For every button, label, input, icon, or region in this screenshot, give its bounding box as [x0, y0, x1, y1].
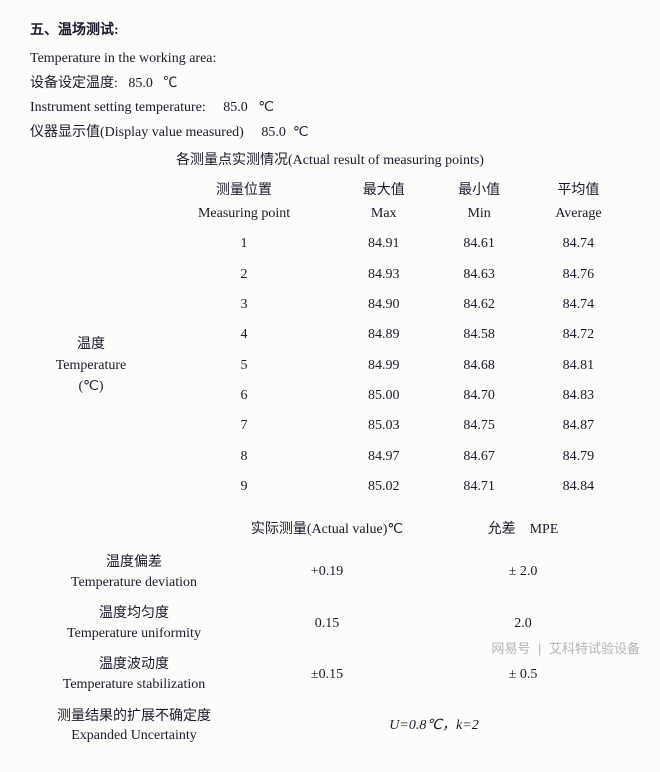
- table-caption: 各测量点实测情况(Actual result of measuring poin…: [30, 150, 630, 172]
- mpe-header: 允差 MPE: [416, 513, 630, 547]
- set-temp-unit: ℃: [163, 76, 177, 91]
- row-group-en: Temperature: [36, 355, 146, 376]
- temp-stabilization-value: ±0.15: [238, 649, 416, 700]
- col-avg-zh: 平均值: [533, 180, 624, 202]
- set-temp-value: 85.0: [128, 76, 153, 91]
- cell-avg: 84.72: [527, 320, 630, 350]
- cell-max: 84.97: [336, 442, 431, 472]
- temp-stabilization-label: 温度波动度 Temperature stabilization: [30, 649, 238, 700]
- expanded-uncertainty-en: Expanded Uncertainty: [34, 726, 234, 746]
- temp-stabilization-en: Temperature stabilization: [34, 675, 234, 695]
- cell-pt: 5: [152, 351, 336, 381]
- cell-min: 84.61: [431, 229, 526, 259]
- row-group-label: 温度Temperature(℃): [30, 229, 152, 503]
- cell-pt: 4: [152, 320, 336, 350]
- cell-min: 84.63: [431, 260, 526, 290]
- cell-max: 85.02: [336, 472, 431, 502]
- col-point-zh: 测量位置: [158, 180, 330, 202]
- watermark-left: 网易号: [491, 641, 530, 656]
- cell-max: 84.93: [336, 260, 431, 290]
- temp-deviation-mpe: ± 2.0: [416, 547, 630, 598]
- measuring-points-table: 测量位置 Measuring point 最大值 Max 最小值 Min 平均值…: [30, 176, 630, 502]
- temp-uniformity-value: 0.15: [238, 598, 416, 649]
- cell-pt: 1: [152, 229, 336, 259]
- expanded-uncertainty-zh: 测量结果的扩展不确定度: [34, 707, 234, 727]
- col-point-en: Measuring point: [158, 203, 330, 225]
- cell-pt: 8: [152, 442, 336, 472]
- cell-min: 84.71: [431, 472, 526, 502]
- display-value-label: 仪器显示值(Display value measured): [30, 125, 244, 140]
- cell-pt: 9: [152, 472, 336, 502]
- col-min: 最小值 Min: [431, 176, 526, 229]
- display-value-unit: ℃: [293, 125, 309, 140]
- instr-temp-label: Instrument setting temperature:: [30, 100, 206, 115]
- col-min-en: Min: [437, 203, 520, 225]
- cell-min: 84.62: [431, 290, 526, 320]
- temp-deviation-label: 温度偏差 Temperature deviation: [30, 547, 238, 598]
- cell-avg: 84.83: [527, 381, 630, 411]
- cell-pt: 3: [152, 290, 336, 320]
- cell-max: 84.91: [336, 229, 431, 259]
- expanded-uncertainty-value: U=0.8℃，k=2: [238, 701, 630, 752]
- col-max-zh: 最大值: [342, 180, 425, 202]
- temp-stabilization-zh: 温度波动度: [34, 655, 234, 675]
- cell-avg: 84.84: [527, 472, 630, 502]
- temp-deviation-zh: 温度偏差: [34, 553, 234, 573]
- cell-avg: 84.76: [527, 260, 630, 290]
- actual-value-header: 实际测量(Actual value)℃: [238, 513, 416, 547]
- col-avg-en: Average: [533, 203, 624, 225]
- cell-pt: 6: [152, 381, 336, 411]
- temp-uniformity-zh: 温度均匀度: [34, 604, 234, 624]
- expanded-uncertainty-label: 测量结果的扩展不确定度 Expanded Uncertainty: [30, 701, 238, 752]
- cell-max: 84.99: [336, 351, 431, 381]
- cell-avg: 84.81: [527, 351, 630, 381]
- temp-uniformity-label: 温度均匀度 Temperature uniformity: [30, 598, 238, 649]
- header-line-3: Instrument setting temperature: 85.0 ℃: [30, 97, 630, 119]
- cell-avg: 84.79: [527, 442, 630, 472]
- col-min-zh: 最小值: [437, 180, 520, 202]
- cell-max: 84.90: [336, 290, 431, 320]
- instr-temp-value: 85.0: [223, 100, 248, 115]
- section-title: 五、温场测试:: [30, 20, 630, 42]
- instr-temp-unit: ℃: [258, 100, 274, 115]
- cell-pt: 2: [152, 260, 336, 290]
- cell-min: 84.58: [431, 320, 526, 350]
- table-row: 温度Temperature(℃)184.9184.6184.74: [30, 229, 630, 259]
- watermark-divider: |: [538, 641, 541, 656]
- temp-deviation-en: Temperature deviation: [34, 573, 234, 593]
- row-group-unit: (℃): [36, 376, 146, 397]
- cell-min: 84.67: [431, 442, 526, 472]
- header-line-4: 仪器显示值(Display value measured) 85.0 ℃: [30, 122, 630, 144]
- cell-min: 84.68: [431, 351, 526, 381]
- temp-uniformity-en: Temperature uniformity: [34, 624, 234, 644]
- row-group-zh: 温度: [36, 334, 146, 355]
- header-line-1: Temperature in the working area:: [30, 48, 630, 70]
- cell-min: 84.70: [431, 381, 526, 411]
- col-max-en: Max: [342, 203, 425, 225]
- cell-min: 84.75: [431, 411, 526, 441]
- cell-avg: 84.87: [527, 411, 630, 441]
- cell-avg: 84.74: [527, 290, 630, 320]
- col-point: 测量位置 Measuring point: [152, 176, 336, 229]
- col-max: 最大值 Max: [336, 176, 431, 229]
- header-line-2: 设备设定温度: 85.0 ℃: [30, 73, 630, 95]
- cell-max: 84.89: [336, 320, 431, 350]
- cell-max: 85.03: [336, 411, 431, 441]
- col-avg: 平均值 Average: [527, 176, 630, 229]
- cell-pt: 7: [152, 411, 336, 441]
- temp-deviation-value: +0.19: [238, 547, 416, 598]
- set-temp-label: 设备设定温度:: [30, 76, 118, 91]
- watermark-right: 艾科特试验设备: [549, 641, 640, 656]
- cell-avg: 84.74: [527, 229, 630, 259]
- cell-max: 85.00: [336, 381, 431, 411]
- summary-table: 实际测量(Actual value)℃ 允差 MPE 温度偏差 Temperat…: [30, 513, 630, 752]
- display-value: 85.0: [261, 125, 286, 140]
- watermark: 网易号 | 艾科特试验设备: [491, 639, 640, 660]
